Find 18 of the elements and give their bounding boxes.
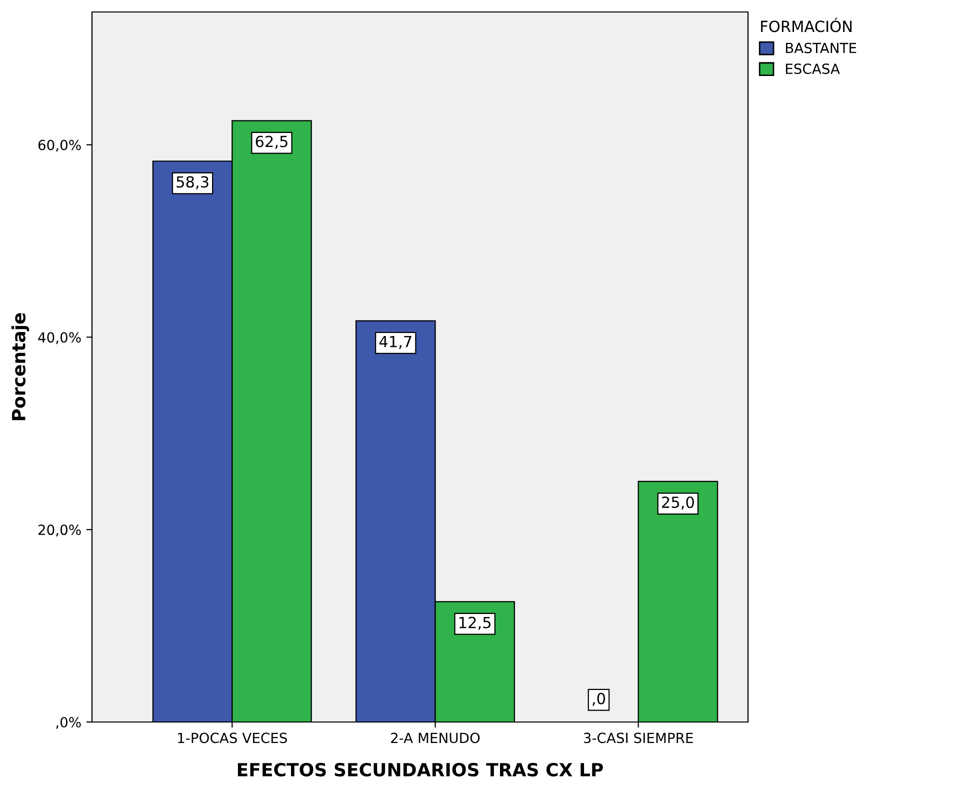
data-label: 62,5	[256, 136, 288, 149]
y-tick-label: ,0%	[56, 716, 81, 729]
legend-label: BASTANTE	[786, 42, 856, 54]
y-tick-label: 60,0%	[38, 140, 81, 152]
y-tick-label: 20,0%	[38, 524, 81, 536]
legend-title: FORMACIÓN	[761, 18, 852, 32]
data-label: ,0	[592, 692, 605, 706]
x-axis-title: EFECTOS SECUNDARIOS TRAS CX LP	[238, 762, 603, 776]
legend-label: ESCASA	[786, 64, 840, 74]
x-tick-label: 2-A MENUDO	[391, 732, 480, 744]
y-axis-title: Porcentaje	[12, 313, 30, 420]
y-tick-label: 40,0%	[38, 332, 81, 344]
x-tick-label: 3-CASI SIEMPRE	[584, 732, 693, 744]
data-label: 12,5	[460, 616, 491, 630]
x-tick-label: 1-POCAS VECES	[178, 732, 287, 744]
data-label: 41,7	[379, 336, 412, 349]
data-label: 58,3	[176, 176, 208, 190]
data-label: 25,0	[662, 496, 694, 510]
